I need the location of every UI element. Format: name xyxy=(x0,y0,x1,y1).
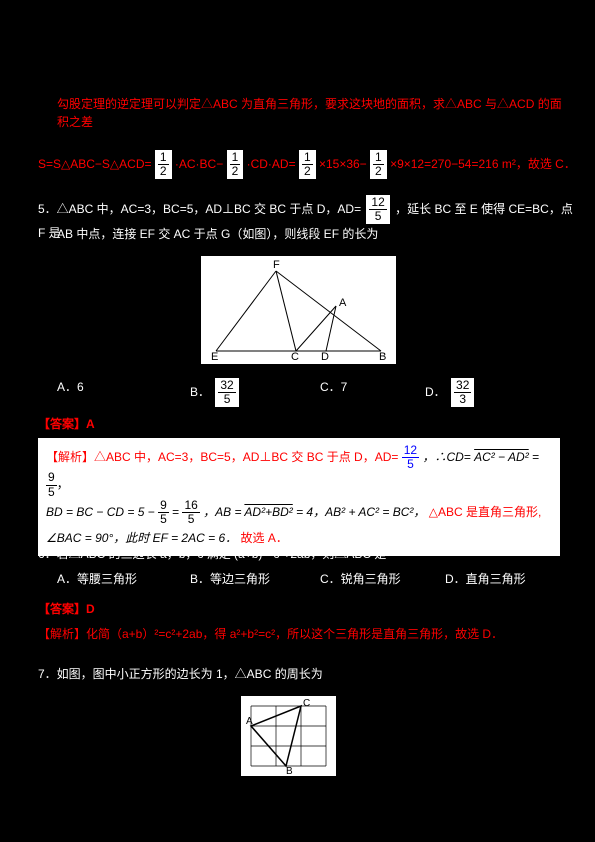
sol-angle-pre: ∠BAC = 90°，此时 EF = 2AC = 6． xyxy=(46,531,237,545)
frac-32-3: 323 xyxy=(451,378,474,407)
frac-4: 12 xyxy=(370,150,387,179)
frac-2: 12 xyxy=(227,150,244,179)
sol-cd: ，∴CD= xyxy=(422,450,470,464)
sol-frac-95: 95 xyxy=(46,471,57,498)
sol-bd-eq: = xyxy=(172,505,182,519)
opt-C[interactable]: C．7 xyxy=(320,378,347,396)
q6-line: 6．若△ABC 的三边长 a，b，c 满足 (a+b)²=c²+2ab，则△AB… xyxy=(38,545,568,563)
opt-B-label: B． xyxy=(190,385,210,399)
sol-ab: ，AB = AD²+BD² = 4，AB² + AC² = BC²， xyxy=(203,505,425,519)
sol-cd-sqrt: AC² − AD² = xyxy=(474,450,539,464)
opt-A[interactable]: A．6 xyxy=(57,378,84,396)
opt-B[interactable]: B． 325 xyxy=(190,378,239,407)
q6-optD[interactable]: D．直角三角形 xyxy=(445,570,526,588)
sol-bd: BD = BC − CD = 5 − xyxy=(46,505,158,519)
sol-right: △ABC 是直角三角形, xyxy=(429,505,542,519)
opt-D-label: D． xyxy=(425,385,446,399)
q5-cont: AB 中点，连接 EF 交 AC 于点 G（如图），则线段 EF 的长为 xyxy=(57,225,557,243)
figure-grid-triangle: A C B xyxy=(240,695,337,777)
answer-D-tag: 【答案】D xyxy=(38,600,95,618)
label-E: E xyxy=(211,351,218,363)
solution-box: 【解析】△ABC 中，AC=3，BC=5，AD⊥BC 交 BC 于点 D，AD=… xyxy=(38,438,560,556)
sol-frac1: 125 xyxy=(402,444,419,471)
frac-12-5: 125 xyxy=(366,195,389,224)
equation-area: S=S△ABC−S△ACD= 12 ·AC·BC− 12 ·CD·AD= 12 … xyxy=(38,150,578,179)
sol-open: 【解析】△ABC 中，AC=3，BC=5，AD⊥BC 交 BC 于点 D，AD= xyxy=(46,450,398,464)
eq-prefix: S=S△ABC−S△ACD= xyxy=(38,157,155,171)
line-pythagoras: 勾股定理的逆定理可以判定△ABC 为直角三角形，要求这块地的面积，求△ABC 与… xyxy=(57,95,567,131)
fig2-C: C xyxy=(303,698,310,709)
solution-6: 【解析】化简（a+b）²=c²+2ab，得 a²+b²=c²，所以这个三角形是直… xyxy=(38,625,568,643)
q5-pre: 5．△ABC 中，AC=3，BC=5，AD⊥BC 交 BC 于点 D，AD= xyxy=(38,202,364,216)
label-F: F xyxy=(273,259,280,271)
answer-A-tag: 【答案】A xyxy=(38,415,95,433)
q6-optC[interactable]: C．锐角三角形 xyxy=(320,570,401,588)
frac-3: 12 xyxy=(299,150,316,179)
label-D: D xyxy=(321,351,329,363)
label-C: C xyxy=(291,351,299,363)
q6-optA[interactable]: A．等腰三角形 xyxy=(57,570,137,588)
eq-m2: ·CD·AD= xyxy=(247,157,299,171)
fig2-A: A xyxy=(246,716,253,727)
page: 勾股定理的逆定理可以判定△ABC 为直角三角形，要求这块地的面积，求△ABC 与… xyxy=(0,0,595,842)
fig2-B: B xyxy=(286,766,293,776)
figure-triangle-fab: F A E C D B xyxy=(200,255,397,365)
opt-D[interactable]: D． 323 xyxy=(425,378,474,407)
label-B: B xyxy=(379,351,386,363)
figure2-svg: A C B xyxy=(241,696,336,776)
label-A: A xyxy=(339,297,347,309)
eq-m3: ×15×36− xyxy=(319,157,370,171)
frac-1: 12 xyxy=(155,150,172,179)
frac-32-5: 325 xyxy=(215,378,238,407)
figure1-svg: F A E C D B xyxy=(201,256,396,364)
sol-bd-f2: 165 xyxy=(182,499,199,526)
eq-m1: ·AC·BC− xyxy=(175,157,227,171)
sol-conclude: 故选 A． xyxy=(240,531,287,545)
eq-m4: ×9×12=270−54=216 m²，故选 C． xyxy=(390,157,576,171)
q7-line: 7．如图，图中小正方形的边长为 1，△ABC 的周长为 xyxy=(38,665,568,683)
q6-optB[interactable]: B．等边三角形 xyxy=(190,570,270,588)
sol-bd-f1: 95 xyxy=(158,499,169,526)
